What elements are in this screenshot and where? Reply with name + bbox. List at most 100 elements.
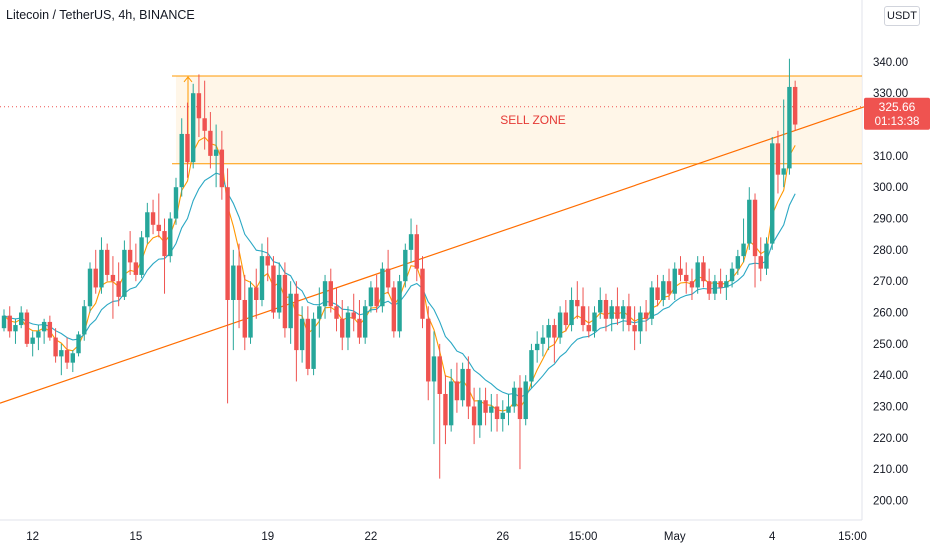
candle-body <box>500 412 505 420</box>
candle <box>770 137 775 250</box>
candle-body <box>764 243 769 269</box>
candle <box>322 274 328 319</box>
candle <box>305 306 311 376</box>
candle-body <box>672 268 677 294</box>
candle <box>787 58 792 175</box>
candle-body <box>477 400 483 426</box>
candle-body <box>76 334 81 354</box>
candle <box>529 343 534 388</box>
candle-body <box>294 293 299 351</box>
candle <box>317 287 322 338</box>
candle <box>196 74 202 138</box>
candle <box>127 231 133 275</box>
candle <box>82 299 87 341</box>
candle-body <box>620 306 626 319</box>
candle <box>59 343 64 376</box>
candle-body <box>684 274 689 282</box>
candle <box>643 299 649 332</box>
candle <box>672 262 677 300</box>
currency-button[interactable]: USDT <box>884 6 920 26</box>
candle-body <box>116 281 121 297</box>
candle-body <box>208 130 213 156</box>
candle <box>13 318 18 344</box>
candle <box>592 306 597 338</box>
candle-body <box>334 306 339 319</box>
candle <box>431 331 437 445</box>
x-tick-label: 12 <box>26 531 39 543</box>
candle-body <box>133 262 139 275</box>
candle <box>747 187 752 250</box>
candle <box>254 268 259 319</box>
candle-body <box>466 368 471 407</box>
candle-body <box>299 318 305 351</box>
candle-body <box>357 318 362 338</box>
candle <box>437 343 442 479</box>
candle-body <box>592 312 597 332</box>
candle <box>724 274 729 300</box>
candle-body <box>53 337 58 357</box>
candle <box>569 287 574 332</box>
candle <box>294 281 299 382</box>
candle-body <box>1 315 7 329</box>
candle-body <box>340 318 345 338</box>
candle-body <box>122 249 127 297</box>
candle-body <box>701 262 706 282</box>
candle <box>168 212 173 263</box>
candle-body <box>70 353 75 363</box>
candle-body <box>563 312 569 326</box>
candle-body <box>139 237 144 275</box>
candle-body <box>638 312 643 332</box>
x-tick-label: 26 <box>496 531 509 543</box>
candle-body <box>225 187 230 300</box>
candle <box>397 274 402 338</box>
candle <box>775 130 781 194</box>
candle-body <box>414 234 419 269</box>
candle <box>311 312 316 376</box>
candle <box>426 306 431 401</box>
candle <box>586 306 591 338</box>
candle <box>563 299 569 332</box>
candle <box>483 387 488 426</box>
candle-body <box>626 306 632 326</box>
candle <box>689 268 695 300</box>
candle-body <box>248 287 253 338</box>
candle-body <box>483 400 488 413</box>
candle <box>620 299 626 332</box>
candle-body <box>18 312 24 326</box>
candle-body <box>517 387 523 420</box>
candle <box>701 256 706 288</box>
candle <box>443 375 448 445</box>
candle-body <box>99 249 104 288</box>
candle <box>380 262 385 313</box>
candle-body <box>190 93 196 163</box>
candle <box>47 315 53 341</box>
candle-body <box>741 243 746 257</box>
candle <box>758 237 763 282</box>
candle-body <box>385 268 391 288</box>
price-badge: 325.66 01:13:38 <box>864 97 930 130</box>
candle <box>454 362 460 413</box>
candle-body <box>569 299 574 326</box>
candle-body <box>362 306 368 338</box>
candle <box>236 243 242 329</box>
candle-body <box>47 321 53 338</box>
candle-body <box>695 262 700 288</box>
candle <box>764 237 769 275</box>
candle <box>489 393 494 432</box>
candle <box>357 299 362 344</box>
candle-body <box>580 306 586 326</box>
trendline <box>0 100 883 404</box>
candle <box>420 256 425 329</box>
x-tick-label: 22 <box>365 531 378 543</box>
candle-body <box>529 350 534 382</box>
candle-body <box>540 337 546 344</box>
candle-body <box>213 149 219 156</box>
candle-body <box>345 312 351 338</box>
x-tick-label: 15:00 <box>838 531 867 543</box>
candle-body <box>202 118 207 131</box>
candle <box>374 274 379 313</box>
candle-body <box>781 168 786 175</box>
candle <box>345 306 351 351</box>
candle <box>53 328 58 363</box>
